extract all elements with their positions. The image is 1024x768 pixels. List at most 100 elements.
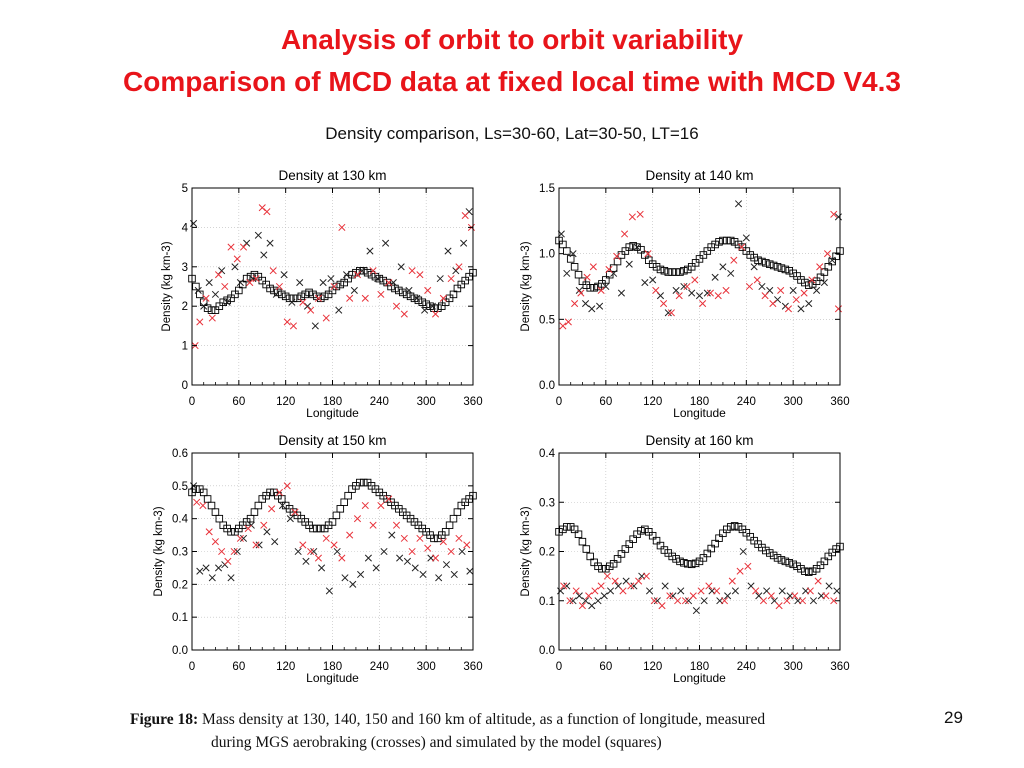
slide-title-line-2: Comparison of MCD data at fixed local ti… xyxy=(123,66,901,97)
y-tick-label: 0.1 xyxy=(172,612,188,624)
observation-cross-point xyxy=(736,567,744,575)
observation-cross-point xyxy=(722,286,730,294)
model-square-point xyxy=(324,290,333,299)
model-square-point xyxy=(707,243,715,251)
observation-cross-point xyxy=(424,286,432,294)
observation-cross-point xyxy=(289,322,298,330)
model-square-point xyxy=(453,284,462,293)
model-square-point xyxy=(691,559,700,568)
observation-cross-point xyxy=(258,204,266,212)
observation-cross-point xyxy=(628,213,636,221)
observation-cross-point xyxy=(322,314,330,322)
model-square-point xyxy=(297,292,306,301)
model-square-point xyxy=(570,263,579,271)
model-square-point xyxy=(730,238,739,246)
model-square-point xyxy=(808,567,817,575)
observation-cross-point xyxy=(744,562,752,570)
model-square-point xyxy=(789,560,797,569)
observation-cross-point xyxy=(227,574,235,582)
observation-cross-point xyxy=(563,269,571,277)
model-square-point xyxy=(328,286,337,295)
observation-cross-point xyxy=(452,267,460,275)
observation-cross-point xyxy=(254,231,262,239)
observation-cross-point xyxy=(581,597,590,605)
observation-cross-point xyxy=(218,267,226,275)
series-model-squares xyxy=(188,266,477,314)
observation-cross-point xyxy=(605,265,613,273)
observation-cross-point xyxy=(800,289,808,297)
observation-cross-point xyxy=(200,302,208,310)
model-square-point xyxy=(820,557,829,566)
observation-cross-point xyxy=(314,294,323,302)
observation-cross-point xyxy=(828,256,836,264)
observation-cross-point xyxy=(260,251,268,259)
observation-cross-point xyxy=(761,292,769,300)
observation-cross-point xyxy=(689,592,697,600)
observation-cross-point xyxy=(338,554,346,562)
observation-cross-point xyxy=(299,298,307,306)
model-square-point xyxy=(332,282,341,291)
y-tick-label: 1.5 xyxy=(539,183,555,195)
model-square-point xyxy=(449,290,458,299)
observation-cross-point xyxy=(388,531,396,539)
observation-cross-point xyxy=(416,534,424,542)
model-square-point xyxy=(773,263,782,271)
model-square-point xyxy=(785,266,794,275)
observation-cross-point xyxy=(706,289,714,297)
observation-cross-point xyxy=(777,286,785,294)
observation-cross-point xyxy=(830,597,838,605)
model-square-point xyxy=(309,290,317,299)
chart-title: Density at 160 km xyxy=(645,433,753,448)
observation-cross-point xyxy=(435,574,443,582)
observation-cross-point xyxy=(677,587,685,595)
observation-cross-point xyxy=(196,567,204,575)
observation-cross-point xyxy=(578,602,586,610)
model-square-point xyxy=(332,511,341,520)
observation-cross-point xyxy=(400,310,408,318)
observation-cross-point xyxy=(333,547,341,556)
observation-cross-point xyxy=(734,200,743,208)
x-tick-label: 0 xyxy=(556,396,562,408)
model-square-point xyxy=(231,290,239,299)
model-square-point xyxy=(641,251,649,259)
model-square-point xyxy=(762,546,770,555)
observation-cross-point xyxy=(357,570,365,579)
observation-cross-point xyxy=(727,269,735,277)
observation-cross-point xyxy=(619,587,627,595)
observation-cross-point xyxy=(314,554,323,562)
observation-cross-point xyxy=(738,243,746,251)
model-square-point xyxy=(766,260,774,268)
observation-cross-point xyxy=(325,587,333,595)
observation-cross-point xyxy=(720,597,729,605)
model-square-point xyxy=(359,478,368,487)
model-square-point xyxy=(648,531,657,540)
model-square-point xyxy=(278,495,286,503)
observation-cross-point xyxy=(645,587,654,595)
model-square-point xyxy=(207,501,216,510)
observation-cross-point xyxy=(444,247,452,255)
observation-cross-point xyxy=(644,250,652,258)
observation-cross-point xyxy=(661,582,669,590)
model-square-point xyxy=(375,274,384,283)
observation-cross-point xyxy=(194,286,202,294)
model-square-point xyxy=(703,549,712,558)
observation-cross-point xyxy=(591,587,599,595)
model-square-point xyxy=(746,251,754,259)
model-square-point xyxy=(227,294,235,303)
model-square-point xyxy=(406,292,415,301)
observation-cross-point xyxy=(272,290,280,298)
x-tick-label: 60 xyxy=(599,661,612,673)
observation-cross-point xyxy=(214,271,223,279)
observation-cross-point xyxy=(613,252,621,260)
observation-cross-point xyxy=(190,219,198,228)
observation-cross-point xyxy=(230,547,238,556)
observation-cross-point xyxy=(588,602,596,610)
x-axis-label: Longitude xyxy=(673,406,726,420)
x-tick-label: 180 xyxy=(323,396,342,408)
observation-cross-point xyxy=(775,602,783,610)
observation-cross-point xyxy=(597,286,605,294)
observation-cross-point xyxy=(834,305,842,313)
model-square-point xyxy=(586,552,594,561)
caption-label: Figure 18: xyxy=(130,711,199,728)
series-model-squares xyxy=(555,236,844,292)
